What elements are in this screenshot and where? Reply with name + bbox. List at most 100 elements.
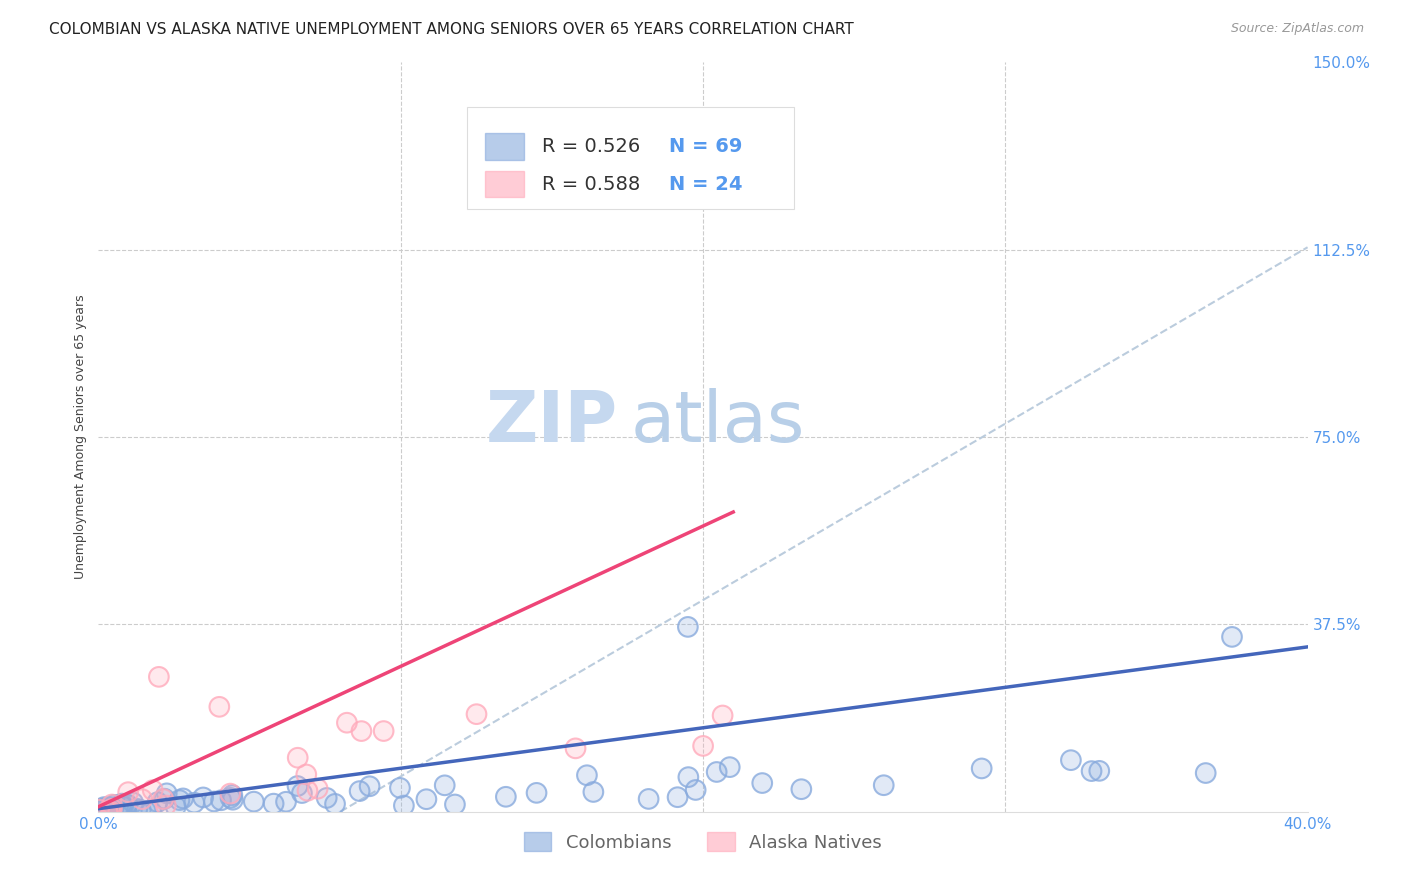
Point: [101, 805, 124, 819]
Point: [193, 790, 215, 805]
Point: [89, 804, 111, 818]
Point: [156, 786, 179, 800]
Point: [101, 797, 124, 812]
Point: [692, 739, 714, 753]
Point: [564, 741, 586, 756]
Point: [678, 770, 700, 784]
Point: [152, 792, 174, 806]
Point: [183, 796, 205, 810]
Point: [90, 802, 112, 816]
Point: [685, 783, 707, 797]
Point: [222, 793, 245, 807]
Point: [115, 797, 138, 812]
Point: [685, 783, 707, 797]
Point: [711, 708, 734, 723]
Point: [135, 804, 157, 818]
Point: [692, 739, 714, 753]
Point: [172, 791, 194, 805]
Point: [582, 785, 605, 799]
Point: [100, 805, 122, 819]
Point: [100, 800, 122, 814]
Point: [165, 799, 187, 814]
Point: [141, 805, 163, 819]
Point: [148, 670, 170, 684]
Point: [111, 797, 134, 811]
Point: [349, 784, 371, 798]
Text: R = 0.526: R = 0.526: [543, 137, 640, 156]
Point: [392, 798, 415, 813]
Text: N = 24: N = 24: [669, 175, 742, 194]
Point: [287, 779, 309, 793]
Point: [152, 792, 174, 806]
Point: [219, 790, 242, 805]
Point: [101, 802, 124, 816]
Legend: Colombians, Alaska Natives: Colombians, Alaska Natives: [517, 825, 889, 859]
Point: [103, 797, 125, 812]
Point: [219, 787, 242, 801]
Point: [129, 803, 152, 817]
Point: [287, 750, 309, 764]
Point: [172, 791, 194, 805]
Point: [274, 795, 297, 809]
Point: [336, 715, 359, 730]
FancyBboxPatch shape: [467, 107, 793, 209]
Point: [221, 788, 243, 802]
Point: [153, 791, 176, 805]
Point: [582, 785, 605, 799]
Point: [117, 785, 139, 799]
Point: [193, 790, 215, 805]
Point: [678, 770, 700, 784]
Point: [90, 803, 112, 817]
Point: [202, 795, 225, 809]
Point: [359, 779, 381, 793]
Point: [495, 789, 517, 804]
Point: [751, 776, 773, 790]
Point: [711, 708, 734, 723]
Point: [415, 792, 437, 806]
Point: [433, 778, 456, 792]
Point: [112, 799, 135, 814]
Point: [666, 790, 689, 805]
Point: [295, 767, 318, 781]
Point: [222, 793, 245, 807]
Point: [444, 797, 467, 812]
Point: [101, 797, 124, 812]
Point: [526, 786, 548, 800]
Y-axis label: Unemployment Among Seniors over 65 years: Unemployment Among Seniors over 65 years: [75, 294, 87, 580]
Point: [169, 793, 191, 807]
Point: [359, 779, 381, 793]
Point: [676, 620, 699, 634]
Text: Source: ZipAtlas.com: Source: ZipAtlas.com: [1230, 22, 1364, 36]
Point: [274, 795, 297, 809]
Point: [183, 796, 205, 810]
Point: [444, 797, 467, 812]
Point: [117, 797, 139, 812]
Point: [1060, 753, 1083, 767]
Point: [98, 801, 121, 815]
Point: [373, 724, 395, 739]
Point: [388, 780, 411, 795]
Point: [307, 781, 329, 796]
Point: [146, 795, 169, 809]
Point: [101, 805, 124, 819]
Point: [297, 783, 319, 797]
Point: [219, 790, 242, 805]
Point: [100, 800, 122, 814]
Point: [263, 797, 285, 811]
Point: [970, 761, 993, 775]
Point: [575, 768, 598, 782]
Point: [243, 795, 266, 809]
Point: [526, 786, 548, 800]
Point: [350, 724, 373, 739]
Point: [115, 797, 138, 812]
Point: [89, 804, 111, 818]
Point: [433, 778, 456, 792]
Point: [141, 805, 163, 819]
Point: [666, 790, 689, 805]
Point: [142, 783, 165, 797]
Point: [122, 796, 145, 810]
Point: [1220, 630, 1243, 644]
Point: [291, 786, 314, 800]
Point: [146, 795, 169, 809]
Point: [637, 792, 659, 806]
